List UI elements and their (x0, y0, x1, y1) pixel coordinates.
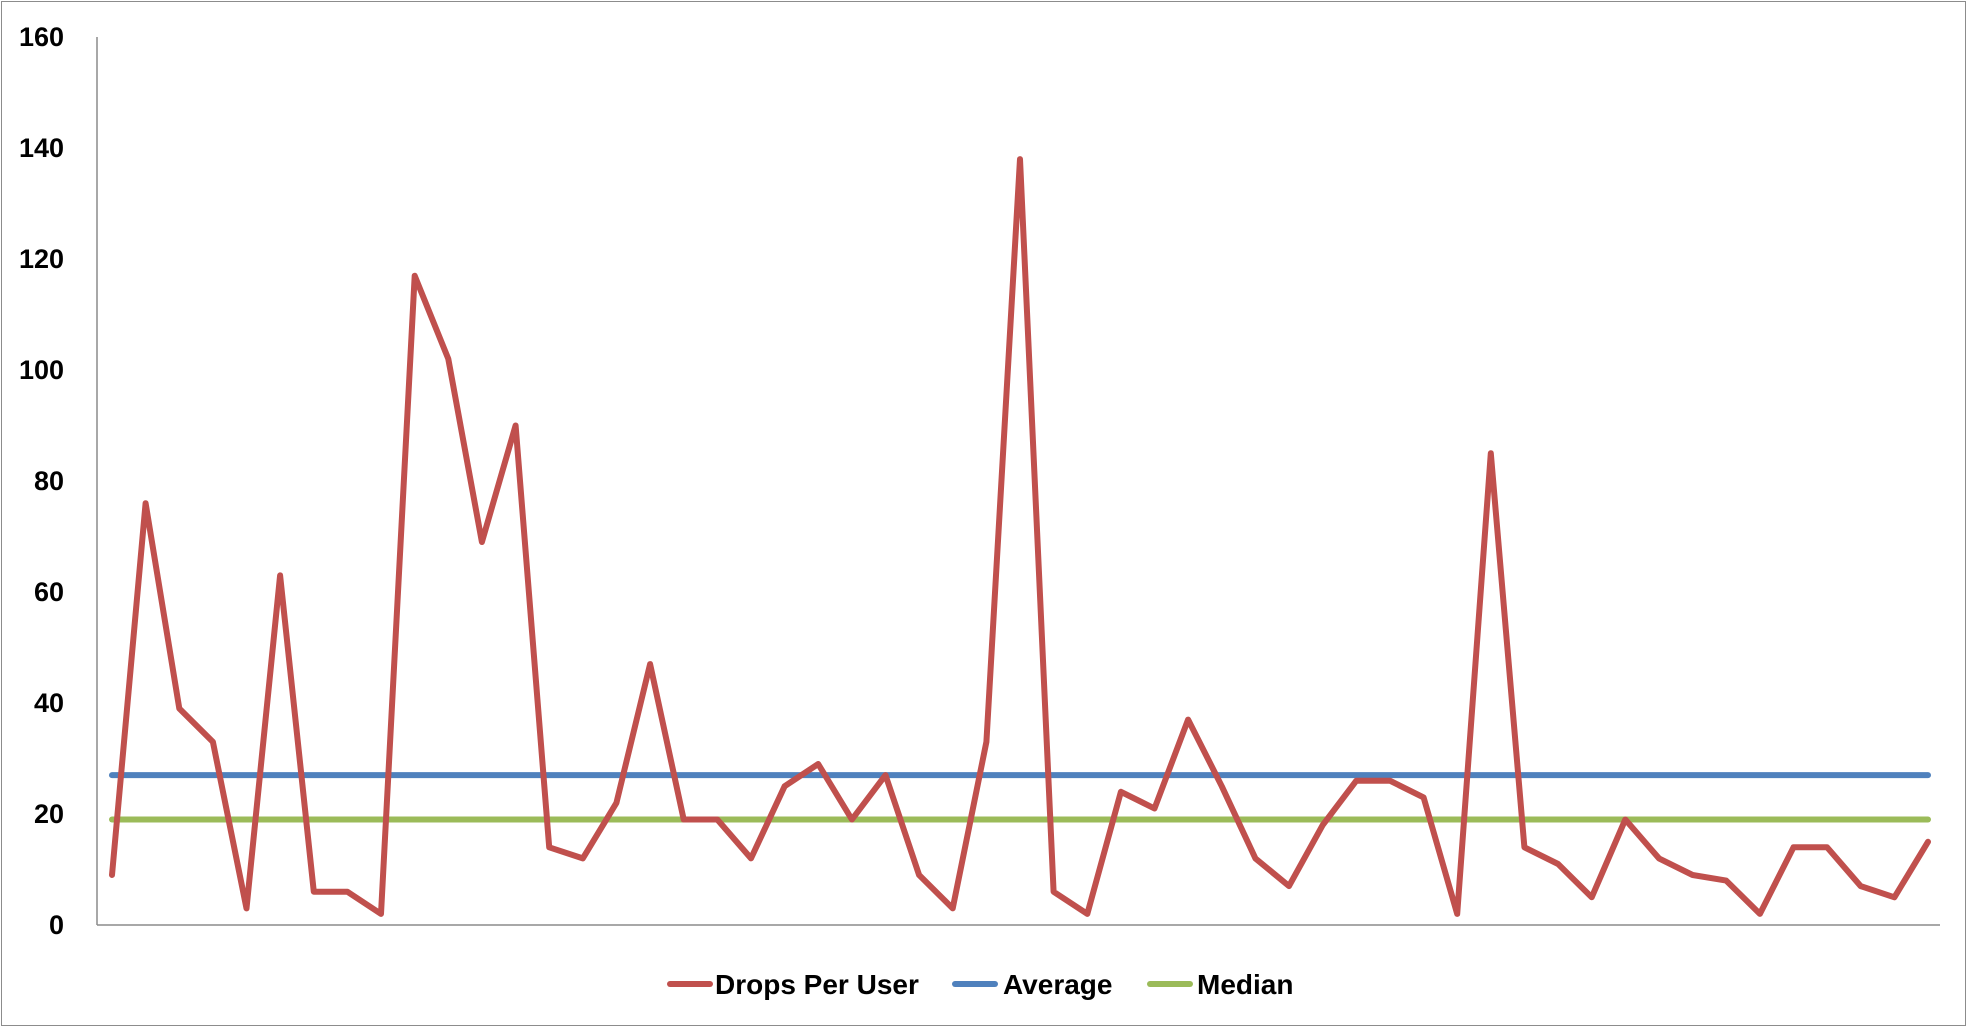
y-tick-label: 80 (34, 466, 64, 496)
legend-label: Median (1197, 969, 1293, 1000)
legend-label: Average (1003, 969, 1112, 1000)
y-tick-labels: 0 20 40 60 80 100 120 140 160 (19, 22, 64, 940)
legend-label: Drops Per User (715, 969, 919, 1000)
series-lines (109, 156, 1931, 917)
y-tick-label: 60 (34, 577, 64, 607)
y-tick-label: 100 (19, 355, 64, 385)
y-tick-label: 140 (19, 133, 64, 163)
y-tick-label: 20 (34, 799, 64, 829)
y-tick-label: 160 (19, 22, 64, 52)
y-tick-label: 0 (49, 910, 64, 940)
legend: Drops Per User Average Median (667, 969, 1293, 1000)
series-line-drops-per-user (109, 156, 1931, 917)
y-tick-label: 120 (19, 244, 64, 274)
axes (96, 37, 1940, 926)
y-tick-label: 40 (34, 688, 64, 718)
